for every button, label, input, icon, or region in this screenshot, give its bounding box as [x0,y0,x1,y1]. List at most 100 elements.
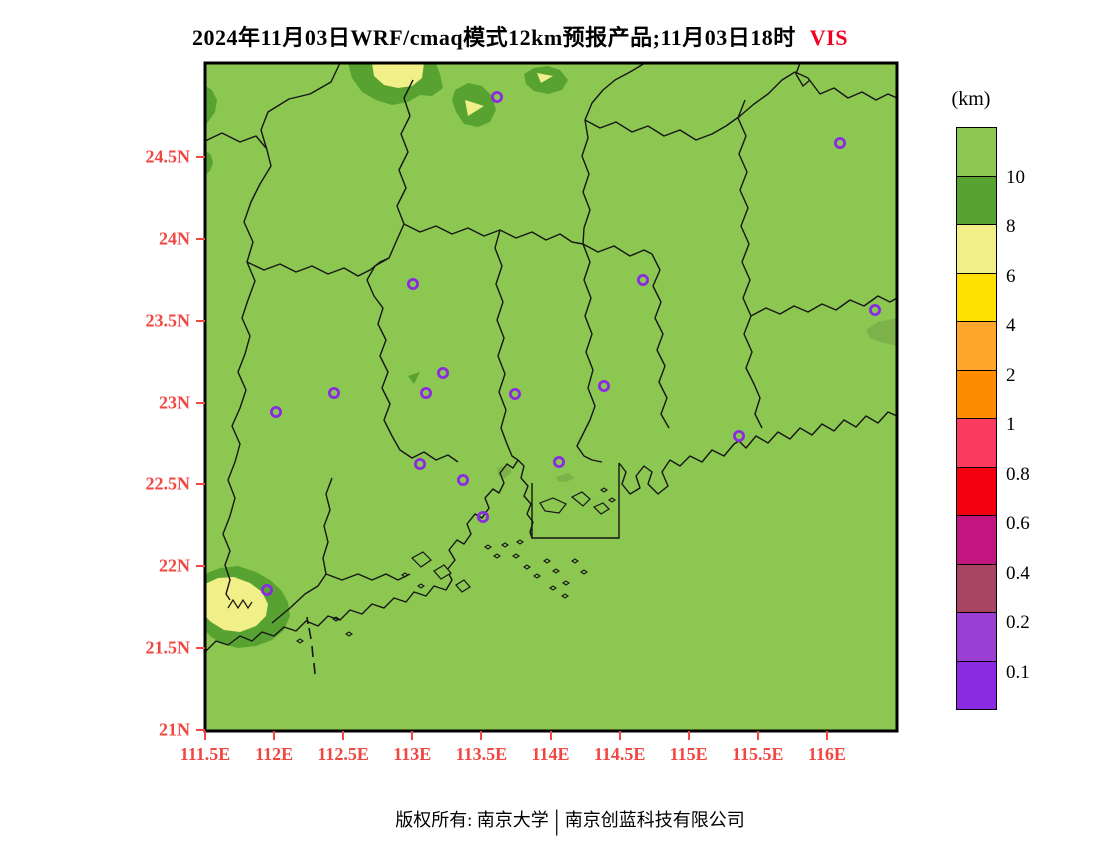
boundary-line [750,295,898,317]
colorbar-segment [956,660,997,710]
island-speck [552,568,560,574]
island-speck [516,539,524,545]
colorbar-tick-label: 1 [1006,414,1016,435]
station-marker [508,387,521,400]
colorbar-segment [956,321,997,371]
lon-tick [480,731,483,740]
lon-tick [273,731,276,740]
colorbar-segment [956,418,997,468]
station-marker [413,457,426,470]
coastline [204,459,534,653]
station-marker [553,455,566,468]
lon-tick-label: 113E [393,744,432,764]
map-svg [203,61,899,733]
colorbar-tick-label: 2 [1006,364,1016,386]
lon-tick [204,731,206,740]
lat-tick [196,237,205,240]
island [455,579,471,593]
station-marker [733,429,746,442]
boundary-line [325,573,411,581]
colorbar-tick-label: 0.4 [1006,562,1030,584]
boundary-line [204,132,267,149]
lat-tick [196,729,205,732]
island-speck [543,558,551,564]
colorbar-tick-label: 10 [1006,166,1025,188]
dashed-boundary [306,616,309,625]
company-name: 南京创蓝科技有限公司 [564,810,745,830]
island-speck [580,569,588,575]
island [539,497,567,514]
colorbar-segment [956,466,997,516]
colorbar-tick-label: 0.8 [1006,463,1030,485]
island-speck [549,585,557,591]
lat-tick-label: 21N [159,719,190,740]
island-speck [417,583,425,589]
station-marker [637,273,650,286]
colorbar-segment [956,515,997,565]
station-marker [834,136,847,149]
boundary-line [366,79,459,463]
visibility-patch [372,63,424,88]
island-speck [345,631,353,637]
island-speck [493,553,501,559]
station-marker [456,473,469,486]
colorbar-tick-label: 6 [1006,265,1016,287]
chart-title-text: 2024年11月03日WRF/cmaq模式12km预报产品;11月03日18时 [192,25,796,50]
island-speck [484,544,492,550]
colorbar-segment [956,272,997,322]
lat-tick-label: 22N [159,555,190,576]
lat-tick [196,401,205,404]
lat-tick [196,565,205,568]
station-marker [476,511,489,524]
boundary-line [584,71,898,141]
colorbar [956,127,997,710]
copyright-owner: 版权所有: 南京大学 [395,810,549,830]
boundary-line [576,62,646,463]
lat-tick-label: 22.5N [145,473,191,494]
station-marker [269,405,282,418]
colorbar-segment [956,127,997,177]
lon-tick-label: 114.5E [593,744,646,764]
variable-tag: VIS [809,25,848,50]
island-speck [533,573,541,579]
island-speck [401,572,409,578]
island [570,491,591,507]
lon-tick [687,731,690,740]
station-marker [327,386,340,399]
lat-tick-label: 24N [159,228,190,249]
dashed-boundary [313,662,316,675]
colorbar-segment [956,175,997,225]
colorbar-tick-label: 8 [1006,216,1016,237]
lat-tick-label: 23N [159,392,190,413]
colorbar-segment [956,563,997,613]
lon-tick-label: 113.5E [455,744,508,764]
visibility-patch [537,73,553,83]
footer-separator: | [554,803,559,836]
colorbar-tick-label: 0.1 [1006,661,1030,683]
lat-tick [196,156,205,158]
visibility-patch [556,473,575,482]
colorbar-segment [956,612,997,662]
copyright-footer: 版权所有: 南京大学 | 南京创蓝科技有限公司 [40,804,1100,836]
boundary-line [222,62,341,601]
boundary-line [582,243,653,257]
colorbar-tick-label: 4 [1006,315,1016,336]
lat-tick [196,647,205,650]
island-speck [512,553,520,559]
lon-tick-label: 111.5E [179,744,231,764]
lon-tick [342,731,345,740]
boundary-line [494,229,519,461]
island-speck [600,487,608,493]
colorbar-segment [956,369,997,419]
region-box [531,463,620,539]
boundary-line [737,99,763,429]
lon-tick [825,731,828,740]
lat-tick [196,319,205,322]
visibility-patch [465,100,484,116]
island-speck [332,616,340,622]
lon-tick [756,731,759,740]
colorbar-tick-label: 0.2 [1006,612,1030,633]
lat-tick-label: 24.5N [145,146,191,167]
map-background [205,63,897,731]
visibility-patch [205,86,217,127]
